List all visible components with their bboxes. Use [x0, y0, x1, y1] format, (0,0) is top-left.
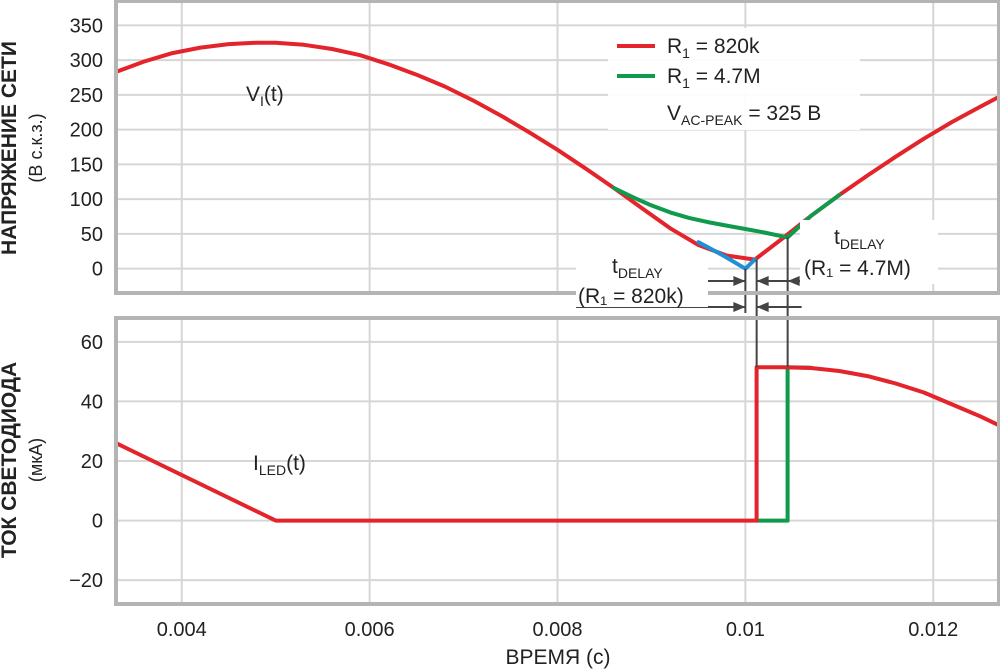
current-series-line-1 — [114, 365, 1000, 523]
voltage-panel-frame — [114, 0, 1000, 295]
current-y-tick-label: 20 — [81, 451, 103, 473]
x-tick-label: 0.006 — [345, 619, 395, 641]
legend-entry-4.7m: R1 = 4.7M — [667, 65, 761, 91]
voltage-y-tick-label: 300 — [70, 50, 103, 72]
voltage-y-tick-label: 0 — [92, 259, 103, 281]
delay-arrow-820k-left-head — [733, 276, 746, 286]
x-tick-label: 0.012 — [908, 619, 958, 641]
delay-label-bg-4.7m — [800, 220, 938, 284]
current-curve-label: ILED(t) — [253, 452, 306, 478]
voltage-y-ticks: 0 50 100 150 200 250 300 350 — [70, 15, 103, 280]
delay-label-820k: tDELAY — [612, 255, 663, 281]
voltage-y-tick-label: 50 — [81, 224, 103, 246]
current-y-tick-label: 0 — [92, 511, 103, 533]
delay-arrow-820k-base-head — [733, 302, 746, 312]
delay-label-4.7m: tDELAY — [834, 226, 885, 252]
current-series-line-0 — [754, 365, 814, 523]
current-y-tick-label: −20 — [69, 570, 103, 592]
legend-entry-820k: R1 = 820k — [667, 35, 760, 61]
x-tick-label: 0.01 — [726, 619, 765, 641]
delay-condition-820k: (R₁ = 820k) — [578, 285, 684, 308]
current-y-tick-label: 60 — [81, 332, 103, 354]
voltage-y-axis-unit: (В с.к.з.) — [26, 113, 46, 182]
current-y-ticks: −20 0 20 40 60 — [69, 332, 103, 592]
current-y-tick-label: 40 — [81, 391, 103, 413]
delay-label-bg-820k — [576, 251, 708, 307]
x-axis-title: ВРЕМЯ (с) — [506, 646, 611, 669]
voltage-y-axis-title: НАПРЯЖЕНИЕ СЕТИ — [0, 41, 21, 255]
voltage-y-tick-label: 200 — [70, 120, 103, 142]
voltage-series-line-0 — [114, 40, 1000, 262]
voltage-series — [114, 40, 1000, 271]
legend: R1 = 820k R1 = 4.7M VAC-PEAK = 325 В — [608, 28, 860, 130]
x-tick-label: 0.004 — [157, 619, 207, 641]
delay-annotation-4.7m: tDELAY (R₁ = 4.7M) — [800, 220, 938, 284]
voltage-y-tick-label: 350 — [70, 15, 103, 37]
voltage-series-line-1 — [611, 186, 842, 240]
current-panel-frame — [114, 316, 1000, 606]
delay-arrow-4.7m-head — [787, 276, 800, 286]
current-series — [114, 365, 1000, 523]
current-y-axis-title: ТОК СВЕТОДИОДА — [0, 362, 21, 558]
voltage-y-tick-label: 250 — [70, 85, 103, 107]
current-grid — [116, 318, 999, 604]
x-ticks: 0.004 0.006 0.008 0.01 0.012 — [157, 619, 959, 641]
voltage-series-line-2 — [696, 240, 757, 271]
voltage-y-tick-label: 150 — [70, 154, 103, 176]
x-tick-label: 0.008 — [532, 619, 582, 641]
voltage-curve-label: VI(t) — [246, 83, 284, 109]
delay-condition-4.7m: (R₁ = 4.7M) — [804, 257, 911, 280]
delay-arrow-820k-base-right-head — [756, 302, 769, 312]
delay-annotation-820k: tDELAY (R₁ = 820k) — [576, 251, 708, 308]
voltage-y-tick-label: 100 — [70, 189, 103, 211]
current-y-axis-unit: (мкА) — [26, 438, 46, 482]
legend-peak-note: VAC-PEAK = 325 В — [667, 102, 821, 128]
delay-arrow-820k-right-head — [756, 276, 769, 286]
